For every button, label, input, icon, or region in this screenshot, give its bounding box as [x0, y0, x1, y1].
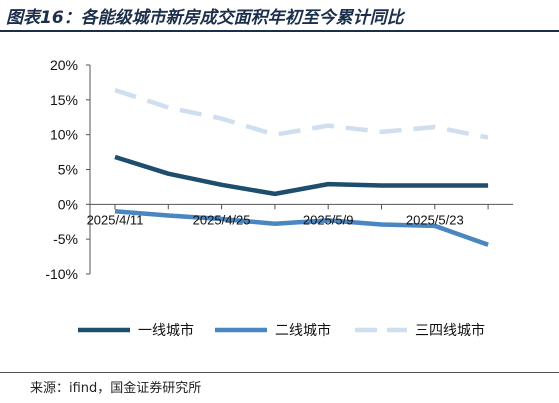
x-tick-label: 2025/4/11 — [87, 212, 144, 227]
chart-title: 图表16：各能级城市新房成交面积年初至今累计同比 — [6, 8, 404, 28]
y-tick-label: -10% — [45, 266, 78, 282]
series-line-2 — [114, 209, 489, 247]
source-note: 来源：ifind，国金证券研究所 — [30, 381, 202, 396]
y-tick-label: 10% — [50, 127, 78, 143]
y-tick-label: 5% — [58, 162, 78, 178]
y-tick-label: 0% — [58, 196, 78, 212]
source-divider — [0, 372, 559, 373]
x-tick-label: 2025/5/9 — [303, 212, 354, 227]
series-line-3 — [114, 87, 489, 140]
x-tick-label: 2025/5/23 — [406, 212, 464, 227]
x-tick-label: 2025/4/25 — [193, 212, 251, 227]
legend-label-3: 三四线城市 — [415, 322, 485, 339]
title-divider — [0, 30, 559, 32]
y-tick-label: 20% — [50, 57, 78, 73]
y-tick-label: 15% — [50, 92, 78, 108]
legend-label-1: 一线城市 — [138, 322, 194, 339]
y-tick-label: -5% — [53, 231, 78, 247]
legend-label-2: 二线城市 — [275, 322, 331, 339]
series-line-1 — [114, 154, 489, 197]
